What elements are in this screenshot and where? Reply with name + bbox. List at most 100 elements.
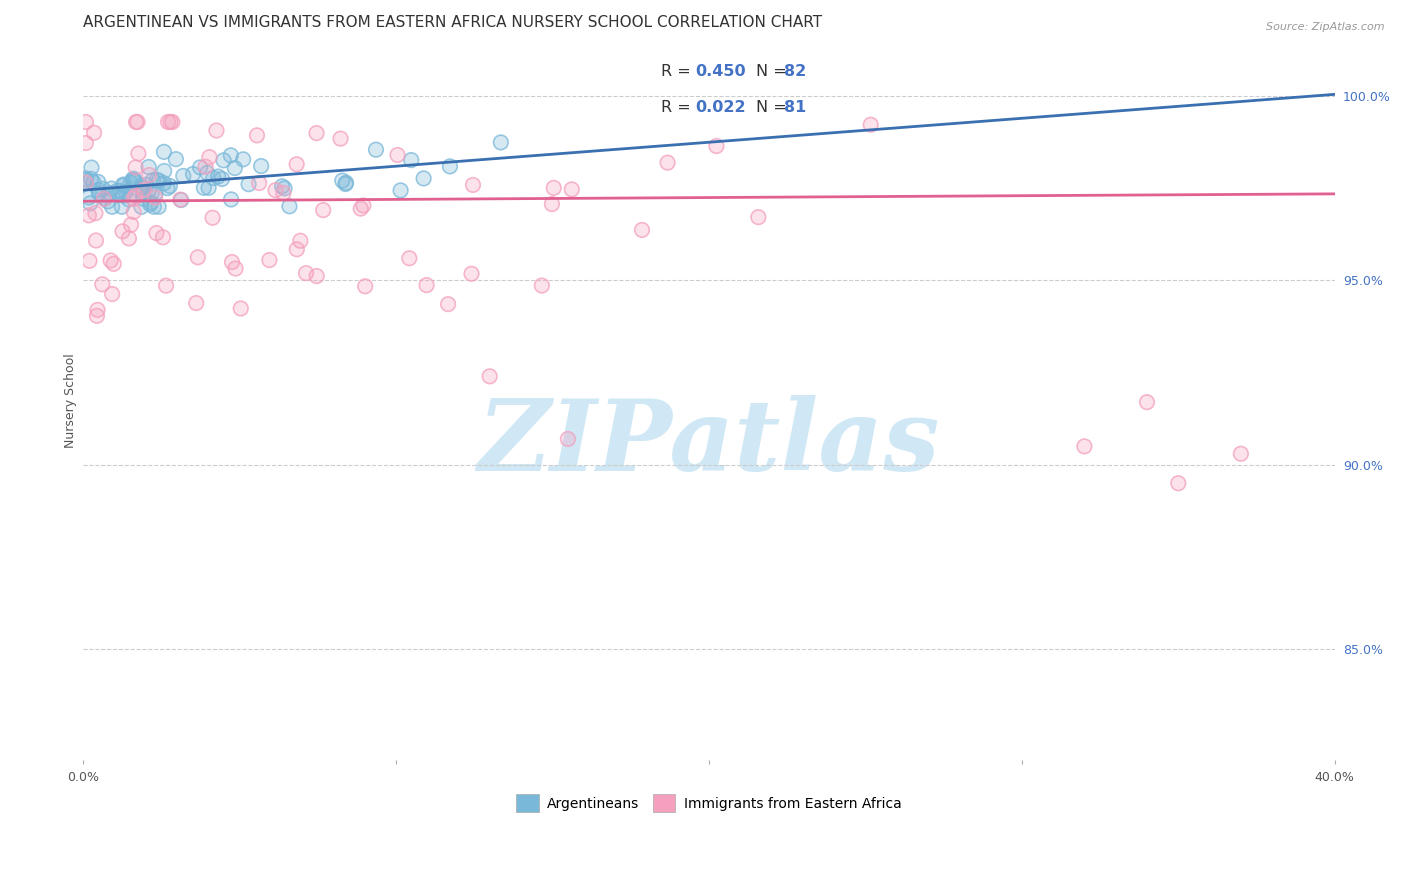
Point: [82, 175, 104, 189]
Point: [186, 296, 208, 310]
Point: [139, 195, 162, 210]
Point: [148, 173, 170, 187]
Point: [437, 297, 460, 311]
Point: [219, 193, 242, 207]
Point: [247, 176, 270, 190]
Point: [131, 200, 153, 214]
Point: [238, 177, 260, 191]
Point: [747, 210, 769, 224]
Point: [129, 179, 152, 194]
Point: [122, 192, 145, 206]
Point: [114, 185, 136, 199]
Point: [1167, 476, 1189, 491]
Legend: Argentineans, Immigrants from Eastern Africa: Argentineans, Immigrants from Eastern Af…: [510, 789, 907, 817]
Point: [83, 126, 105, 140]
Point: [460, 267, 482, 281]
Point: [170, 193, 193, 207]
Point: [305, 126, 328, 140]
Point: [198, 150, 221, 164]
Point: [138, 183, 160, 197]
Point: [225, 261, 247, 276]
Point: [273, 186, 295, 200]
Point: [124, 189, 146, 203]
Point: [706, 139, 728, 153]
Point: [87, 183, 110, 197]
Point: [112, 178, 135, 193]
Point: [335, 177, 357, 191]
Point: [181, 167, 204, 181]
Point: [79, 196, 101, 211]
Text: N =: N =: [756, 100, 792, 114]
Point: [1136, 395, 1159, 409]
Point: [194, 160, 217, 174]
Point: [132, 186, 155, 200]
Point: [132, 192, 155, 206]
Point: [354, 279, 377, 293]
Point: [530, 278, 553, 293]
Point: [398, 252, 420, 266]
Point: [93, 192, 115, 206]
Point: [121, 173, 143, 187]
Point: [118, 231, 141, 245]
Point: [132, 186, 155, 200]
Point: [159, 178, 181, 193]
Point: [112, 178, 135, 192]
Point: [221, 255, 243, 269]
Point: [155, 278, 177, 293]
Point: [107, 187, 129, 202]
Point: [80, 171, 103, 186]
Point: [188, 161, 211, 175]
Point: [82, 175, 104, 189]
Point: [543, 181, 565, 195]
Point: [312, 203, 335, 218]
Point: [87, 186, 110, 201]
Point: [152, 230, 174, 244]
Point: [335, 176, 357, 190]
Point: [350, 202, 373, 216]
Point: [118, 231, 141, 245]
Point: [127, 146, 149, 161]
Point: [87, 186, 110, 201]
Point: [75, 173, 97, 187]
Point: [1136, 395, 1159, 409]
Point: [132, 183, 155, 197]
Point: [207, 169, 229, 184]
Point: [153, 176, 176, 190]
Point: [141, 186, 163, 200]
Point: [631, 223, 654, 237]
Point: [352, 198, 374, 212]
Point: [330, 173, 353, 187]
Point: [138, 168, 160, 182]
Point: [125, 161, 148, 175]
Point: [145, 226, 167, 240]
Point: [122, 174, 145, 188]
Point: [219, 148, 242, 162]
Point: [153, 145, 176, 159]
Text: ZIPatlas: ZIPatlas: [478, 395, 941, 491]
Point: [657, 155, 679, 169]
Point: [364, 143, 387, 157]
Point: [229, 301, 252, 316]
Point: [205, 123, 228, 137]
Point: [79, 253, 101, 268]
Point: [273, 181, 295, 195]
Point: [139, 195, 162, 210]
Point: [188, 161, 211, 175]
Point: [139, 197, 162, 211]
Point: [75, 115, 97, 129]
Point: [437, 297, 460, 311]
Point: [335, 176, 357, 190]
Point: [352, 198, 374, 212]
Point: [201, 211, 224, 225]
Point: [706, 139, 728, 153]
Point: [399, 153, 422, 167]
Point: [142, 173, 165, 187]
Point: [153, 176, 176, 190]
Point: [489, 136, 512, 150]
Point: [152, 230, 174, 244]
Point: [100, 253, 122, 268]
Y-axis label: Nursery School: Nursery School: [65, 353, 77, 448]
Point: [77, 208, 100, 222]
Point: [335, 177, 357, 191]
Point: [285, 242, 308, 256]
